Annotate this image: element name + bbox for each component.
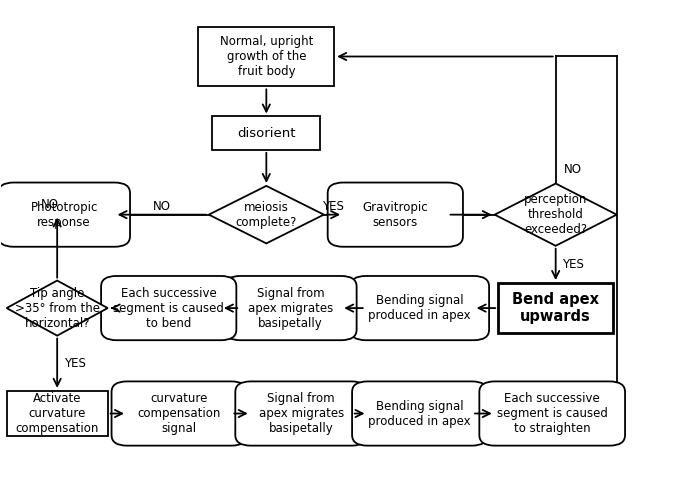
Text: Bending signal
produced in apex: Bending signal produced in apex — [368, 294, 471, 322]
FancyBboxPatch shape — [352, 381, 487, 446]
Text: NO: NO — [564, 162, 582, 175]
Text: Activate
curvature
compensation: Activate curvature compensation — [15, 392, 99, 435]
Text: Each successive
segment is caused
to straighten: Each successive segment is caused to str… — [497, 392, 608, 435]
FancyBboxPatch shape — [350, 276, 489, 340]
Text: Phototropic
response: Phototropic response — [31, 201, 98, 228]
FancyBboxPatch shape — [198, 27, 335, 86]
Polygon shape — [6, 281, 108, 335]
Text: Signal from
apex migrates
basipetally: Signal from apex migrates basipetally — [248, 287, 333, 330]
FancyBboxPatch shape — [111, 381, 247, 446]
Text: Signal from
apex migrates
basipetally: Signal from apex migrates basipetally — [258, 392, 344, 435]
Text: meiosis
complete?: meiosis complete? — [236, 201, 297, 228]
FancyBboxPatch shape — [6, 391, 108, 436]
Text: NO: NO — [41, 198, 60, 211]
Text: YES: YES — [64, 357, 85, 370]
Text: Gravitropic
sensors: Gravitropic sensors — [363, 201, 428, 228]
Text: Bend apex
upwards: Bend apex upwards — [512, 292, 599, 324]
FancyBboxPatch shape — [498, 283, 613, 333]
Text: Each successive
segment is caused
to bend: Each successive segment is caused to ben… — [113, 287, 224, 330]
FancyBboxPatch shape — [212, 116, 321, 150]
FancyBboxPatch shape — [0, 183, 130, 247]
FancyBboxPatch shape — [328, 183, 463, 247]
Polygon shape — [495, 184, 617, 246]
Text: YES: YES — [323, 200, 344, 213]
Text: Normal, upright
growth of the
fruit body: Normal, upright growth of the fruit body — [220, 35, 313, 78]
Text: perception
threshold
exceeded?: perception threshold exceeded? — [524, 193, 587, 236]
Text: YES: YES — [562, 258, 584, 271]
FancyBboxPatch shape — [480, 381, 625, 446]
Text: Bending signal
produced in apex: Bending signal produced in apex — [368, 400, 471, 428]
Text: curvature
compensation
signal: curvature compensation signal — [137, 392, 221, 435]
FancyBboxPatch shape — [235, 381, 367, 446]
Text: NO: NO — [153, 200, 171, 213]
Text: Tip angle
>35° from the
horizontal?: Tip angle >35° from the horizontal? — [15, 287, 99, 330]
Polygon shape — [209, 186, 324, 243]
FancyBboxPatch shape — [225, 276, 356, 340]
Text: disorient: disorient — [237, 127, 295, 140]
FancyBboxPatch shape — [101, 276, 237, 340]
